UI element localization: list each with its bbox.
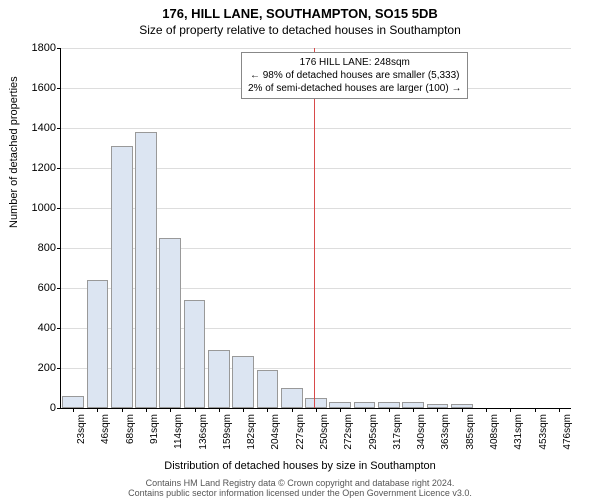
xtick-mark — [146, 408, 147, 412]
histogram-bar — [208, 350, 230, 408]
xtick-label: 476sqm — [562, 414, 573, 474]
histogram-bar — [135, 132, 157, 408]
xtick-label: 68sqm — [125, 414, 136, 474]
xtick-mark — [437, 408, 438, 412]
xtick-label: 385sqm — [465, 414, 476, 474]
footer-line2: Contains public sector information licen… — [0, 488, 600, 498]
footer-attribution: Contains HM Land Registry data © Crown c… — [0, 478, 600, 498]
ytick-label: 800 — [16, 242, 56, 254]
histogram-bar — [62, 396, 84, 408]
xtick-label: 204sqm — [270, 414, 281, 474]
xtick-mark — [340, 408, 341, 412]
xtick-label: 408sqm — [489, 414, 500, 474]
reference-line — [314, 48, 315, 408]
ytick-label: 1800 — [16, 42, 56, 54]
xtick-label: 136sqm — [198, 414, 209, 474]
xtick-label: 340sqm — [416, 414, 427, 474]
ytick-mark — [57, 88, 61, 89]
ytick-label: 0 — [16, 402, 56, 414]
gridline — [61, 128, 571, 129]
ytick-label: 1000 — [16, 202, 56, 214]
annotation-line3: 2% of semi-detached houses are larger (1… — [248, 82, 461, 95]
xtick-label: 295sqm — [368, 414, 379, 474]
xtick-label: 159sqm — [222, 414, 233, 474]
xtick-mark — [267, 408, 268, 412]
xtick-mark — [559, 408, 560, 412]
xtick-label: 250sqm — [319, 414, 330, 474]
xtick-label: 91sqm — [149, 414, 160, 474]
chart-title-address: 176, HILL LANE, SOUTHAMPTON, SO15 5DB — [0, 0, 600, 21]
xtick-label: 46sqm — [100, 414, 111, 474]
xtick-label: 363sqm — [440, 414, 451, 474]
xtick-mark — [462, 408, 463, 412]
xtick-label: 317sqm — [392, 414, 403, 474]
xtick-label: 272sqm — [343, 414, 354, 474]
ytick-mark — [57, 128, 61, 129]
xtick-label: 431sqm — [513, 414, 524, 474]
chart-container: 176, HILL LANE, SOUTHAMPTON, SO15 5DB Si… — [0, 0, 600, 500]
xtick-mark — [73, 408, 74, 412]
xtick-label: 453sqm — [538, 414, 549, 474]
histogram-bar — [281, 388, 303, 408]
xtick-mark — [243, 408, 244, 412]
xtick-mark — [365, 408, 366, 412]
ytick-mark — [57, 328, 61, 329]
xtick-label: 182sqm — [246, 414, 257, 474]
xtick-mark — [219, 408, 220, 412]
histogram-bar — [232, 356, 254, 408]
histogram-bar — [184, 300, 206, 408]
ytick-mark — [57, 368, 61, 369]
ytick-mark — [57, 208, 61, 209]
xtick-label: 23sqm — [76, 414, 87, 474]
xtick-mark — [97, 408, 98, 412]
xtick-mark — [389, 408, 390, 412]
annotation-box: 176 HILL LANE: 248sqm ← 98% of detached … — [241, 52, 468, 99]
ytick-mark — [57, 248, 61, 249]
annotation-line1: 176 HILL LANE: 248sqm — [248, 56, 461, 69]
xtick-mark — [316, 408, 317, 412]
histogram-bar — [257, 370, 279, 408]
ytick-mark — [57, 408, 61, 409]
gridline — [61, 48, 571, 49]
histogram-bar — [159, 238, 181, 408]
ytick-mark — [57, 288, 61, 289]
xtick-mark — [122, 408, 123, 412]
xtick-mark — [535, 408, 536, 412]
xtick-mark — [413, 408, 414, 412]
histogram-bar — [111, 146, 133, 408]
xtick-mark — [195, 408, 196, 412]
chart-subtitle: Size of property relative to detached ho… — [0, 23, 600, 37]
xtick-label: 227sqm — [295, 414, 306, 474]
xtick-mark — [292, 408, 293, 412]
annotation-line2: ← 98% of detached houses are smaller (5,… — [248, 69, 461, 82]
xtick-mark — [510, 408, 511, 412]
plot-area: 176 HILL LANE: 248sqm ← 98% of detached … — [60, 48, 571, 409]
ytick-label: 400 — [16, 322, 56, 334]
ytick-mark — [57, 168, 61, 169]
xtick-mark — [486, 408, 487, 412]
ytick-label: 1200 — [16, 162, 56, 174]
footer-line1: Contains HM Land Registry data © Crown c… — [0, 478, 600, 488]
ytick-label: 1600 — [16, 82, 56, 94]
ytick-label: 1400 — [16, 122, 56, 134]
ytick-label: 600 — [16, 282, 56, 294]
xtick-label: 114sqm — [173, 414, 184, 474]
histogram-bar — [305, 398, 327, 408]
xtick-mark — [170, 408, 171, 412]
ytick-mark — [57, 48, 61, 49]
histogram-bar — [87, 280, 109, 408]
ytick-label: 200 — [16, 362, 56, 374]
